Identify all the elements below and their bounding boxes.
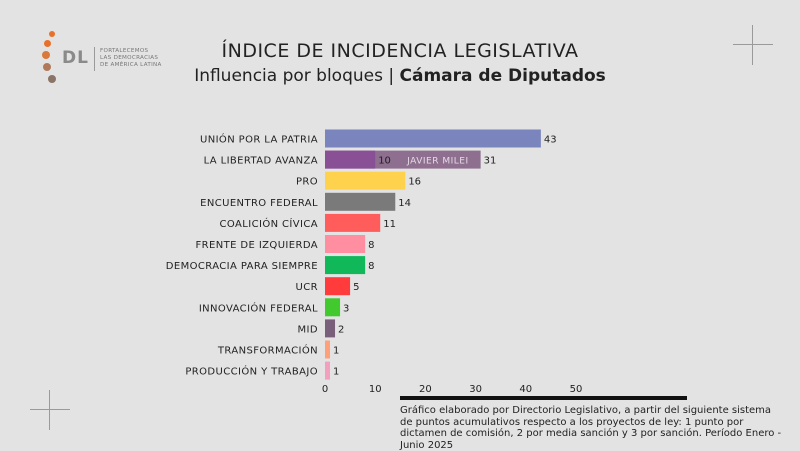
x-tick-label: 0 bbox=[322, 384, 328, 395]
category-label: ENCUENTRO FEDERAL bbox=[200, 198, 318, 209]
segment-value-label: 10 bbox=[378, 156, 391, 167]
chart-subtitle: Influencia por bloques | Cámara de Diput… bbox=[0, 66, 800, 86]
x-tick-label: 40 bbox=[519, 384, 532, 395]
bar-value-label: 3 bbox=[343, 303, 349, 314]
bar bbox=[325, 235, 366, 253]
category-label: MID bbox=[298, 324, 318, 335]
bar bbox=[325, 256, 366, 275]
category-label: TRANSFORMACIÓN bbox=[217, 344, 318, 357]
logo-dot bbox=[44, 40, 51, 47]
bar bbox=[325, 277, 351, 296]
footer-rule bbox=[400, 396, 687, 400]
bar-value-label: 2 bbox=[338, 324, 344, 335]
logo-tagline: FORTALECEMOS LAS DEMOCRACIAS DE AMÉRICA … bbox=[100, 48, 162, 69]
logo-separator bbox=[94, 47, 95, 71]
logo-dot bbox=[48, 75, 56, 83]
category-label: INNOVACIÓN FEDERAL bbox=[199, 301, 318, 314]
x-tick-label: 10 bbox=[369, 384, 382, 395]
subtitle-bold: Cámara de Diputados bbox=[399, 66, 606, 86]
bar bbox=[325, 361, 331, 380]
logo-tagline-line: FORTALECEMOS bbox=[100, 48, 149, 54]
bar-value-label: 16 bbox=[408, 177, 421, 188]
bar-value-label: 11 bbox=[383, 219, 396, 230]
logo: DL FORTALECEMOS LAS DEMOCRACIAS DE AMÉRI… bbox=[42, 28, 182, 98]
x-tick-label: 20 bbox=[419, 384, 432, 395]
bar bbox=[325, 171, 406, 190]
logo-initials: DL bbox=[62, 48, 89, 68]
category-label: UCR bbox=[296, 282, 318, 293]
category-label: PRO bbox=[296, 177, 318, 188]
bar-value-label: 1 bbox=[333, 346, 339, 357]
category-label: FRENTE DE IZQUIERDA bbox=[196, 240, 318, 251]
logo-tagline-line: LAS DEMOCRACIAS bbox=[100, 55, 159, 61]
logo-dot bbox=[42, 51, 50, 59]
bar-value-label: 43 bbox=[544, 135, 557, 146]
bar-value-label: 14 bbox=[398, 198, 411, 209]
category-label: COALICIÓN CÍVICA bbox=[220, 217, 318, 230]
category-label: UNIÓN POR LA PATRIA bbox=[200, 133, 318, 146]
bar bbox=[325, 319, 336, 338]
category-label: LA LIBERTAD AVANZA bbox=[204, 156, 318, 167]
x-tick-label: 50 bbox=[570, 384, 583, 395]
x-tick-label: 30 bbox=[469, 384, 482, 395]
bar-value-label: 31 bbox=[484, 156, 497, 167]
subtitle-regular: Influencia por bloques | bbox=[194, 66, 400, 86]
category-label: PRODUCCIÓN Y TRABAJO bbox=[185, 365, 318, 378]
segment-annotation: JAVIER MILEI bbox=[406, 157, 468, 167]
logo-dot bbox=[49, 31, 55, 37]
crosshair-decoration bbox=[733, 25, 773, 65]
bar bbox=[325, 340, 331, 359]
bar bbox=[325, 298, 341, 317]
bar bbox=[325, 129, 541, 148]
bar-value-label: 8 bbox=[368, 240, 374, 251]
bar bbox=[325, 192, 396, 211]
crosshair-decoration bbox=[30, 390, 70, 430]
category-label: DEMOCRACIA PARA SIEMPRE bbox=[166, 261, 318, 272]
bar-value-label: 8 bbox=[368, 261, 374, 272]
bar bbox=[325, 213, 381, 232]
methodology-note: Gráfico elaborado por Directorio Legisla… bbox=[400, 405, 782, 451]
logo-dot bbox=[43, 63, 51, 71]
bar-value-label: 5 bbox=[353, 282, 359, 293]
chart-title: ÍNDICE DE INCIDENCIA LEGISLATIVA bbox=[221, 40, 579, 62]
logo-tagline-line: DE AMÉRICA LATINA bbox=[100, 62, 162, 68]
bar-value-label: 1 bbox=[333, 367, 339, 378]
bar-segment bbox=[325, 150, 376, 169]
